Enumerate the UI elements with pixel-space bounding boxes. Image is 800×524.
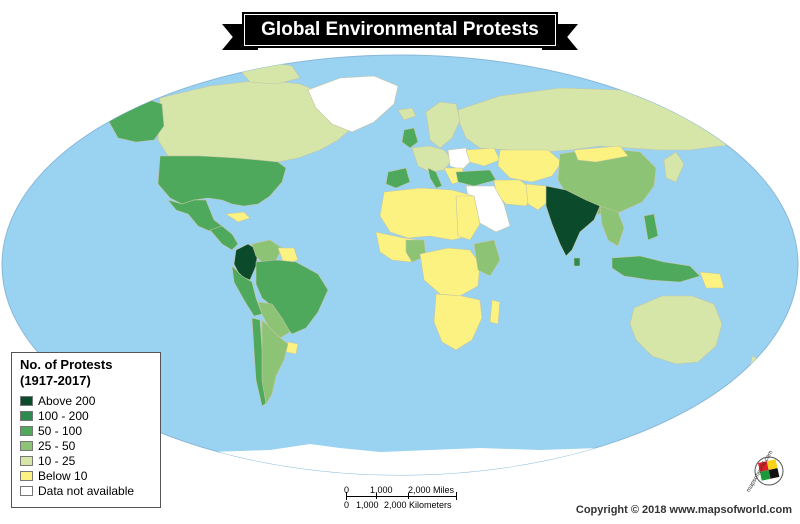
- scale-bar: 0 1,000 2,000 Miles 0 1,000 2,000 Kilome…: [336, 484, 486, 520]
- region-east-africa: [473, 239, 501, 277]
- scale-tick: [408, 493, 409, 499]
- title-banner: Global Environmental Protests: [222, 10, 578, 54]
- region-argentina: [261, 319, 289, 405]
- legend-item: Above 200: [20, 393, 152, 408]
- region-uk: [401, 127, 419, 149]
- region-western-europe: [411, 145, 453, 173]
- scale-tick: [376, 493, 377, 499]
- legend-swatch: [20, 440, 33, 451]
- region-central-america: [209, 225, 239, 251]
- region-eastern-europe: [447, 147, 473, 171]
- region-alaska: [107, 99, 165, 143]
- region-usa: [157, 155, 287, 207]
- legend-item: Below 10: [20, 468, 152, 483]
- legend-item: Data not available: [20, 483, 152, 498]
- region-guianas: [277, 247, 299, 265]
- legend-swatch: [20, 395, 33, 406]
- legend-list: Above 200 100 - 200 50 - 100 25 - 50 10 …: [20, 393, 152, 498]
- legend-item: 50 - 100: [20, 423, 152, 438]
- legend-swatch: [20, 425, 33, 436]
- region-brazil: [255, 259, 329, 335]
- legend-item: 25 - 50: [20, 438, 152, 453]
- legend-title-line1: No. of Protests: [20, 357, 113, 372]
- region-mongolia: [573, 145, 629, 163]
- region-australia: [629, 295, 723, 365]
- copyright-text: Copyright © 2018 www.mapsofworld.com: [575, 504, 792, 516]
- region-png: [699, 271, 725, 289]
- region-india: [545, 185, 601, 257]
- legend-title: No. of Protests (1917-2017): [20, 357, 152, 389]
- region-north-africa: [379, 187, 479, 241]
- region-pakistan: [525, 183, 551, 211]
- legend-title-line2: (1917-2017): [20, 373, 91, 388]
- legend-swatch: [20, 455, 33, 466]
- region-central-africa: [419, 247, 481, 297]
- region-greenland: [307, 75, 399, 133]
- region-egypt: [455, 195, 481, 241]
- region-scandinavia: [425, 101, 461, 149]
- scale-km-2000: 2,000 Kilometers: [384, 500, 452, 510]
- region-mexico: [167, 199, 223, 233]
- legend-label: Below 10: [38, 468, 88, 483]
- legend-label: Above 200: [38, 393, 96, 408]
- legend-item: 100 - 200: [20, 408, 152, 423]
- region-caribbean: [225, 211, 251, 223]
- region-spain: [385, 167, 411, 189]
- scale-miles-1000: 1,000: [370, 485, 393, 495]
- region-sri-lanka: [573, 257, 581, 267]
- region-indonesia: [611, 255, 701, 283]
- scale-tick: [346, 492, 347, 500]
- legend-swatch: [20, 485, 33, 496]
- legend-label: 100 - 200: [38, 408, 89, 423]
- legend-swatch: [20, 470, 33, 481]
- region-colombia: [233, 243, 259, 281]
- legend-label: Data not available: [38, 483, 135, 498]
- region-ukraine: [465, 147, 501, 167]
- region-southern-africa: [433, 293, 483, 351]
- scale-tick: [456, 492, 457, 500]
- region-se-asia: [599, 205, 625, 247]
- legend: No. of Protests (1917-2017) Above 200 10…: [11, 352, 161, 508]
- region-madagascar: [489, 299, 501, 325]
- scale-line: [346, 496, 456, 497]
- scale-miles-0: 0: [344, 485, 350, 495]
- region-iceland: [397, 107, 417, 121]
- region-italy: [427, 167, 443, 189]
- region-turkey: [455, 169, 497, 187]
- map-title: Global Environmental Protests: [244, 14, 556, 46]
- region-central-asia: [497, 149, 563, 183]
- region-japan: [663, 151, 685, 183]
- legend-label: 10 - 25: [38, 453, 76, 468]
- scale-miles-2000: 2,000 Miles: [408, 485, 455, 495]
- legend-label: 50 - 100: [38, 423, 83, 438]
- scale-km-1000: 1,000: [356, 500, 379, 510]
- mapsofworld-logo: mapsofworld.com: [746, 450, 784, 493]
- legend-label: 25 - 50: [38, 438, 76, 453]
- legend-swatch: [20, 410, 33, 421]
- scale-km-0: 0: [344, 500, 350, 510]
- region-bolivia: [257, 301, 291, 339]
- region-philippines: [643, 213, 659, 241]
- legend-item: 10 - 25: [20, 453, 152, 468]
